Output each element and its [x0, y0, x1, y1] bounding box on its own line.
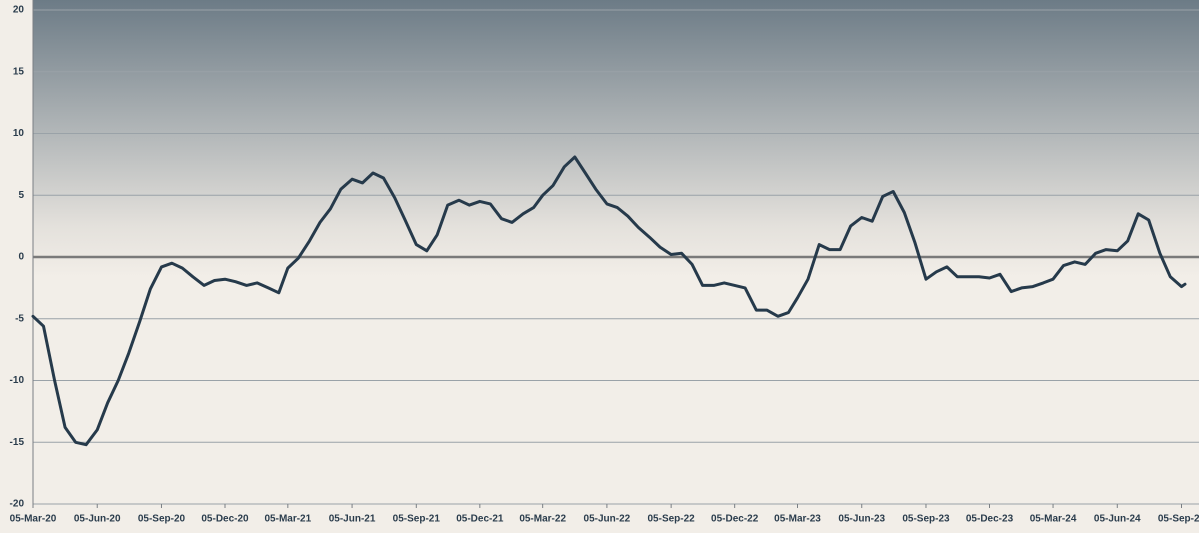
- x-tick-label: 05-Dec-22: [711, 514, 759, 525]
- y-tick-label: -15: [10, 437, 25, 448]
- x-tick-label: 05-Dec-23: [966, 514, 1014, 525]
- y-tick-label: 10: [13, 128, 25, 139]
- plot-area: [33, 0, 1199, 504]
- y-tick-label: -10: [10, 375, 25, 386]
- x-tick-label: 05-Dec-21: [456, 514, 504, 525]
- x-tick-label: 05-Mar-23: [774, 514, 821, 525]
- x-tick-label: 05-Sep-20: [138, 514, 186, 525]
- x-tick-label: 05-Jun-21: [329, 514, 376, 525]
- x-tick-label: 05-Jun-24: [1094, 514, 1141, 525]
- x-tick-label: 05-Mar-20: [10, 514, 57, 525]
- x-tick-label: 05-Sep-21: [393, 514, 441, 525]
- y-tick-label: 0: [18, 252, 24, 263]
- data-line: [31, 155, 1187, 447]
- x-tick-label: 05-Sep-23: [902, 514, 950, 525]
- x-tick-label: 05-Sep-22: [648, 514, 696, 525]
- x-tick-label: 05-Dec-20: [201, 514, 249, 525]
- y-tick-label: -20: [10, 499, 25, 510]
- x-tick-label: 05-Jun-22: [584, 514, 631, 525]
- x-tick-label: 05-Jun-20: [74, 514, 121, 525]
- y-tick-label: 15: [13, 66, 25, 77]
- x-tick-label: 05-Mar-21: [264, 514, 311, 525]
- y-tick-label: -5: [15, 313, 24, 324]
- x-tick-label: 05-Sep-24: [1158, 514, 1199, 525]
- x-tick-label: 05-Jun-23: [838, 514, 885, 525]
- y-tick-label: 5: [18, 190, 24, 201]
- y-tick-label: 20: [13, 5, 25, 16]
- x-tick-label: 05-Mar-22: [519, 514, 566, 525]
- x-tick-label: 05-Mar-24: [1030, 514, 1077, 525]
